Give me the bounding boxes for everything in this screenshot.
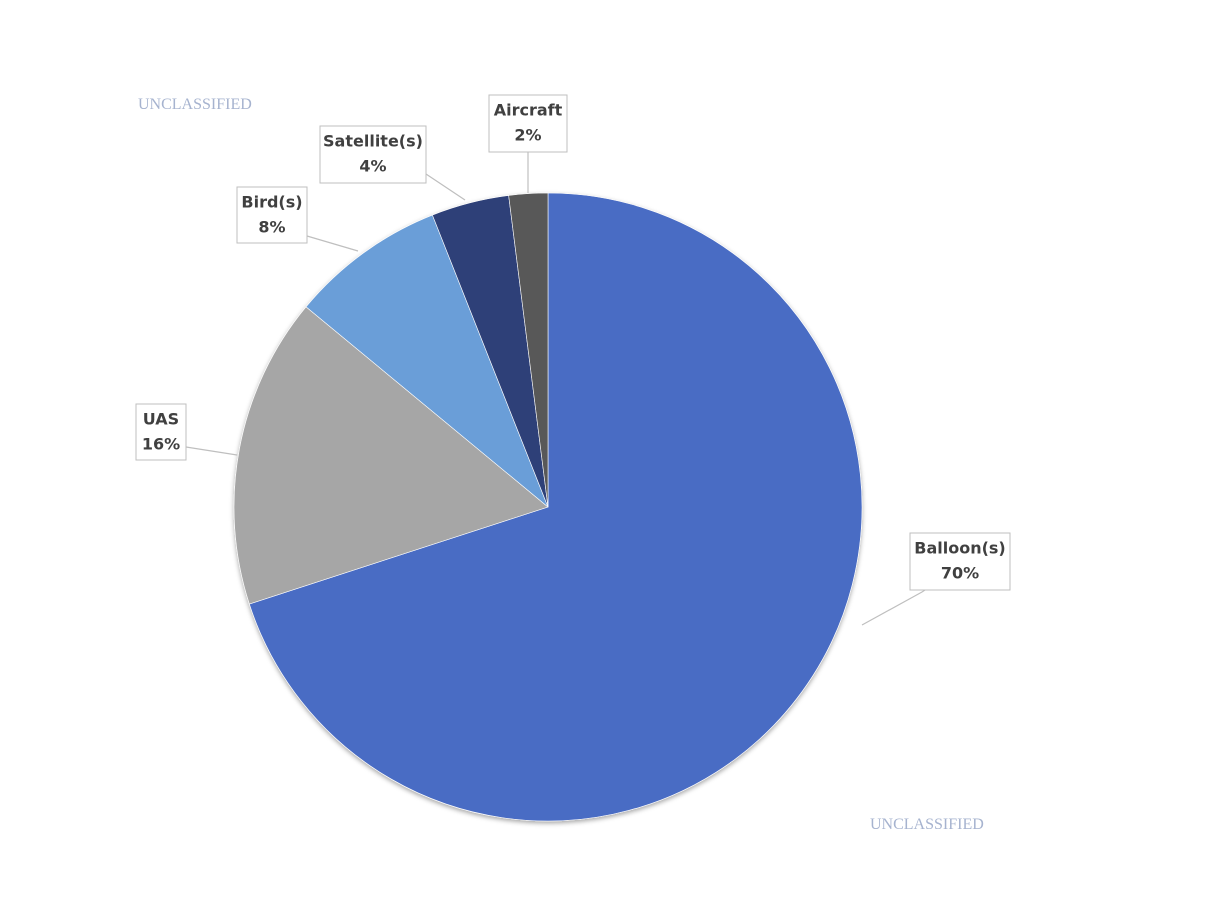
pie (233, 192, 863, 822)
category-label: Balloon(s) (914, 539, 1005, 558)
category-label: Aircraft (494, 101, 563, 120)
leader-line (861, 589, 926, 626)
label-box (488, 94, 568, 153)
label-box (236, 186, 308, 244)
annotation: UNCLASSIFIED (870, 816, 984, 833)
labels: Balloon(s) 70% UAS 16% Bird(s) 8% Satellite(s)… (135, 94, 1011, 626)
label-box (319, 125, 427, 184)
pie-slice (305, 214, 549, 508)
annotation: UNCLASSIFIED (138, 96, 252, 113)
label-box (909, 532, 1011, 591)
value-label: 70% (941, 564, 979, 583)
value-label: 16% (142, 435, 180, 454)
pie-slice (248, 192, 863, 822)
value-label: 4% (359, 157, 386, 176)
value-label: 8% (258, 218, 285, 237)
leader-line (425, 173, 466, 201)
leader-line (185, 446, 238, 456)
category-label: UAS (143, 410, 179, 429)
category-label: Satellite(s) (323, 132, 423, 151)
pie-slice (508, 192, 549, 508)
pie-slice (233, 306, 549, 605)
label-box (135, 403, 187, 461)
category-label: Bird(s) (241, 193, 302, 212)
leader-line (306, 235, 359, 252)
value-label: 2% (514, 126, 541, 145)
